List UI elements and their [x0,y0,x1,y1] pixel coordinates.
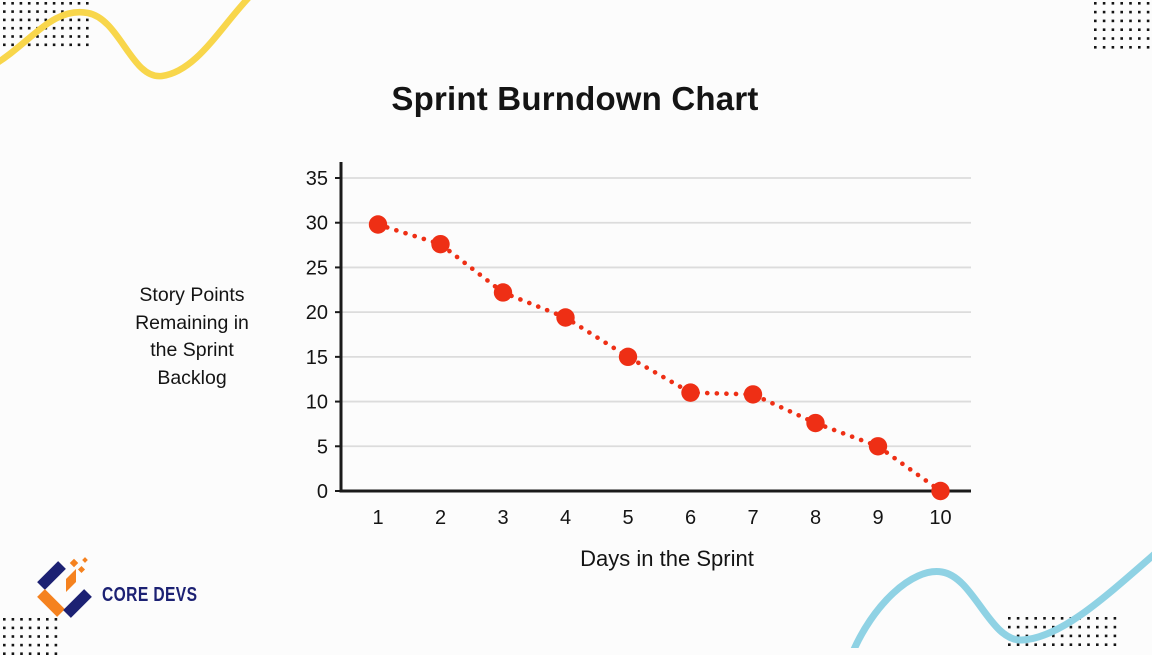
data-point [368,215,388,234]
chart-title: Sprint Burndown Chart [391,80,759,117]
y-tick-label: 5 [317,436,328,458]
y-tick-label: 15 [306,347,328,369]
core-devs-logo-icon [37,557,92,618]
x-axis-label: Days in the Sprint [580,546,754,571]
data-point [868,437,888,456]
data-point [493,283,513,302]
burndown-line [375,222,943,494]
y-axis-label: Story Points Remaining in the Sprint Bac… [135,284,249,390]
data-point [681,383,700,402]
dots-pattern-top-right [1094,2,1150,49]
x-tick-label: 4 [560,507,571,529]
x-tick-label: 7 [747,507,758,529]
burndown-chart: 0 5 10 15 20 25 30 35 1 2 3 4 5 6 7 8 9 10 [306,162,971,529]
data-point [618,347,638,367]
dots-pattern-top-left [3,2,89,47]
x-tick-label: 10 [929,507,951,529]
x-tick-label: 3 [497,507,508,529]
dots-pattern-bottom-left [3,618,58,655]
data-point [931,481,950,501]
y-tick-label: 0 [317,481,328,503]
y-tick-label: 30 [306,213,328,235]
core-devs-logo-text: CORE DEVS [102,583,198,606]
x-tick-label: 9 [872,507,883,529]
data-point [556,308,575,327]
y-tick-label: 25 [306,257,328,279]
y-tick-label: 20 [306,302,328,324]
x-tick-label: 1 [372,507,383,529]
x-tick-label: 2 [435,507,446,529]
x-tick-label: 8 [810,507,821,529]
y-tick-label: 35 [306,168,328,190]
x-tick-label: 5 [622,507,633,529]
data-point [431,234,450,254]
data-point [806,413,825,433]
data-point [743,385,763,404]
x-tick-label: 6 [685,507,696,529]
dots-pattern-bottom-right [1008,617,1117,646]
core-devs-logo: CORE DEVS [33,555,224,619]
y-tick-label: 10 [306,392,328,414]
